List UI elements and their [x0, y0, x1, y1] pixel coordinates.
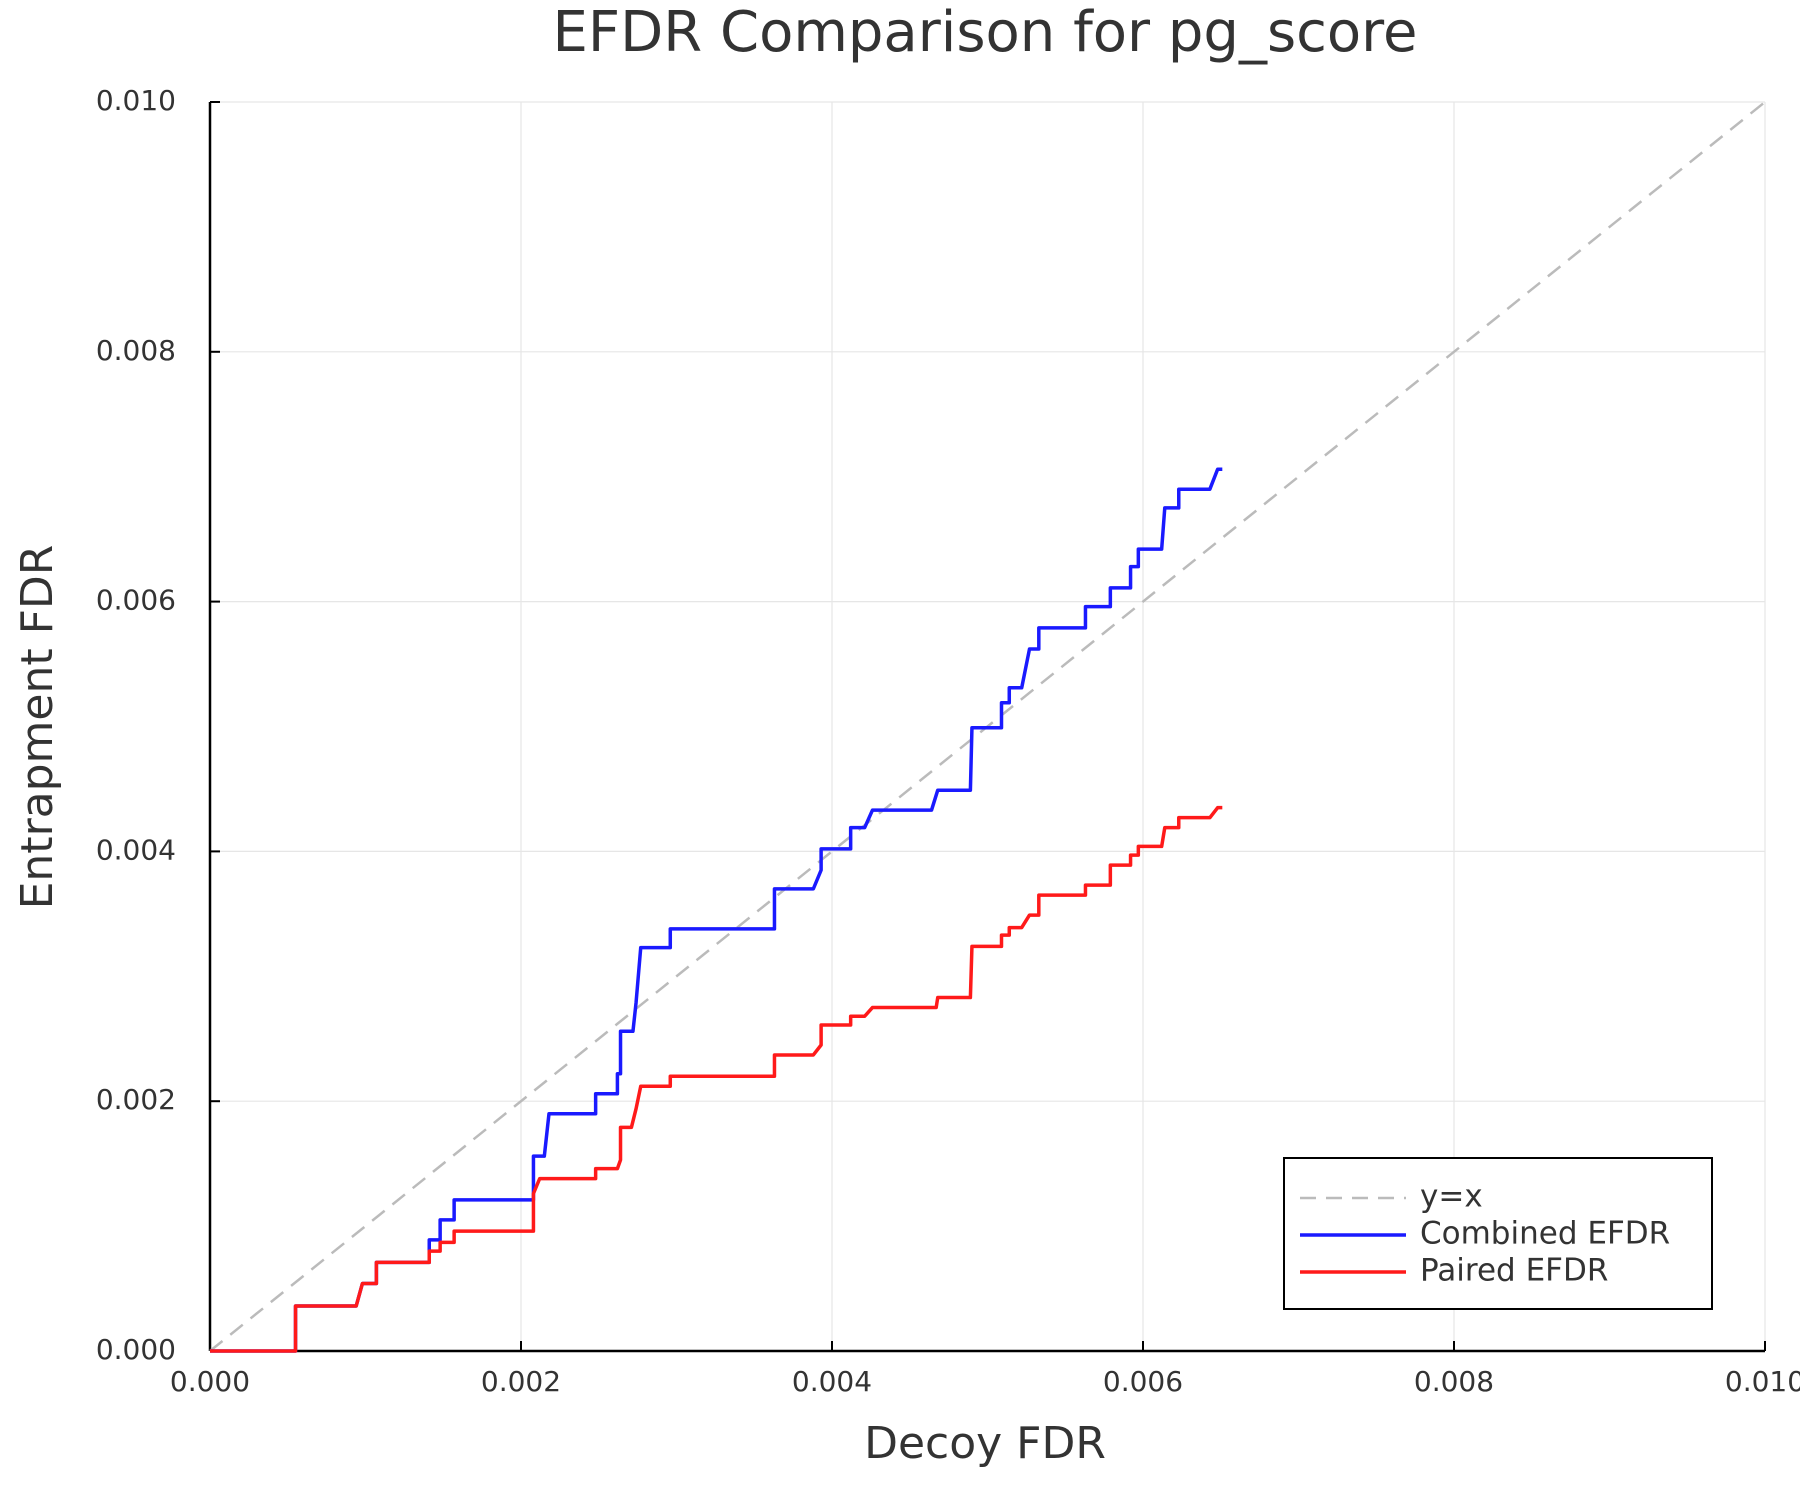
legend-label: y=x — [1420, 1179, 1483, 1215]
x-tick-label: 0.010 — [1725, 1365, 1800, 1398]
x-tick-label: 0.006 — [1103, 1365, 1183, 1398]
x-axis-label: Decoy FDR — [864, 1418, 1106, 1469]
x-tick-label: 0.000 — [170, 1365, 250, 1398]
x-tick-label: 0.004 — [792, 1365, 872, 1398]
x-tick-label: 0.002 — [481, 1365, 561, 1398]
y-tick-label: 0.002 — [96, 1083, 176, 1116]
y-tick-label: 0.004 — [96, 833, 176, 866]
legend-box — [1283, 1157, 1713, 1310]
legend-label: Paired EFDR — [1420, 1253, 1608, 1289]
y-tick-label: 0.008 — [96, 334, 176, 367]
y-tick-label: 0.006 — [96, 584, 176, 617]
x-tick-label: 0.008 — [1414, 1365, 1494, 1398]
y-tick-label: 0.000 — [96, 1333, 176, 1366]
chart-title: EFDR Comparison for pg_score — [553, 0, 1418, 65]
y-tick-label: 0.010 — [96, 84, 176, 117]
series-line — [210, 467, 1223, 1353]
legend-label: Combined EFDR — [1420, 1216, 1670, 1252]
series-line — [210, 805, 1223, 1353]
y-axis-label: Entrapment FDR — [12, 545, 63, 910]
